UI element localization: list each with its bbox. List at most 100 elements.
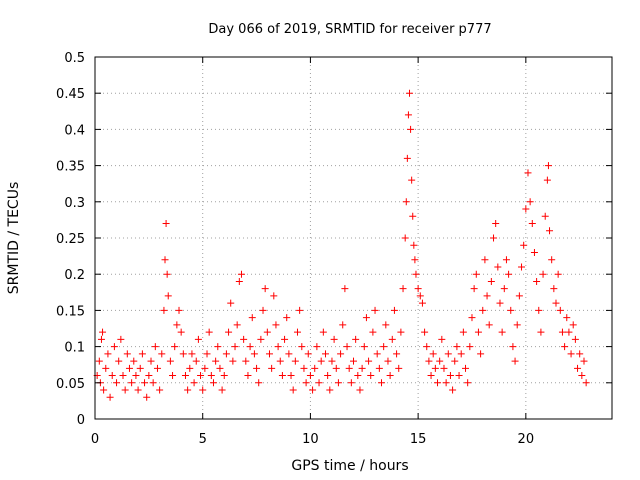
data-point [270,292,278,300]
data-point [153,364,161,372]
data-point [505,270,513,278]
data-point [141,379,149,387]
y-tick-label: 0 [77,413,85,428]
data-point [235,277,243,285]
data-points [93,89,590,401]
data-point [513,321,521,329]
data-point [99,328,107,336]
x-tick-label: 10 [302,432,319,447]
data-point [278,372,286,380]
data-point [214,343,222,351]
data-point [306,372,314,380]
data-point [429,350,437,358]
y-tick-label: 0.4 [64,123,85,138]
data-point [95,357,103,365]
data-point [502,256,510,264]
data-point [184,386,192,394]
data-point [561,343,569,351]
data-point [578,372,586,380]
data-point [220,372,228,380]
data-point [418,299,426,307]
data-point [446,372,454,380]
data-point [218,386,226,394]
data-point [341,285,349,293]
data-point [181,372,189,380]
data-point [160,306,168,314]
y-tick-label: 0.3 [64,196,85,211]
data-point [304,350,312,358]
y-tick-label: 0.45 [56,87,85,102]
data-point [401,234,409,242]
data-point [507,306,515,314]
data-point [151,343,159,351]
data-point [332,364,340,372]
y-tick-label: 0.5 [64,51,85,66]
data-point [149,379,157,387]
data-point [425,357,433,365]
data-point [255,379,263,387]
data-point [360,343,368,351]
data-point [522,205,530,213]
y-axis-ticks: 0 0.05 0.1 0.15 0.2 0.25 0.3 0.35 0.4 0.45 0.5 [56,51,612,428]
data-point [479,306,487,314]
data-point [528,220,536,228]
data-point [315,379,323,387]
data-point [128,379,136,387]
data-point [544,162,552,170]
data-point [123,350,131,358]
data-point [402,198,410,206]
data-point [569,321,577,329]
data-point [173,321,181,329]
data-point [225,328,233,336]
data-point [203,350,211,358]
data-point [386,372,394,380]
data-point [369,328,377,336]
data-point [354,372,362,380]
data-point [481,256,489,264]
data-point [483,292,491,300]
data-point [248,314,256,322]
data-point [468,314,476,322]
data-point [421,328,429,336]
data-point [201,364,209,372]
data-point [554,270,562,278]
data-point [500,285,508,293]
data-point [156,386,164,394]
x-axis-ticks: 0 5 10 15 20 [91,57,534,447]
data-point [546,227,554,235]
data-point [431,364,439,372]
data-point [459,328,467,336]
data-point [212,357,220,365]
data-point [378,379,386,387]
data-point [574,364,582,372]
data-point [365,357,373,365]
data-point [494,263,502,271]
plot-frame [94,56,613,420]
data-point [416,292,424,300]
data-point [281,335,289,343]
data-point [343,343,351,351]
data-point [487,277,495,285]
data-point [229,357,237,365]
data-point [406,89,414,97]
data-point [158,350,166,358]
data-point [466,343,474,351]
data-point [102,364,110,372]
data-point [291,357,299,365]
y-tick-label: 0.25 [56,232,85,247]
data-point [287,372,295,380]
data-point [524,169,532,177]
data-point [199,386,207,394]
data-point [324,372,332,380]
data-point [194,335,202,343]
data-point [296,306,304,314]
data-point [143,393,151,401]
data-point [119,372,127,380]
data-point [541,212,549,220]
data-point [358,364,366,372]
data-point [162,220,170,228]
data-point [337,350,345,358]
data-point [326,386,334,394]
data-point [356,386,364,394]
y-tick-label: 0.2 [64,268,85,283]
